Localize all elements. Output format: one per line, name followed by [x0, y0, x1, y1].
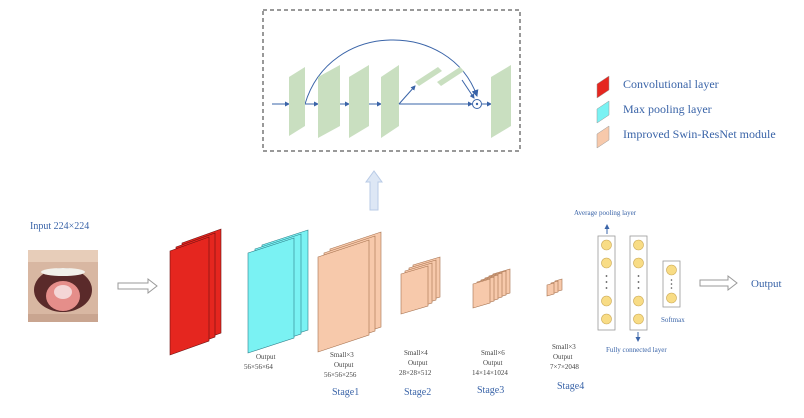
- stage3-output-dims: 14×14×1024: [472, 369, 508, 377]
- module-layer-1: [289, 67, 305, 136]
- legend-swatch-swin: [596, 125, 610, 149]
- output-label: Output: [751, 278, 782, 290]
- module-branch-layer-1: [415, 67, 442, 86]
- input-label: Input 224×224: [30, 221, 89, 232]
- stage4-output-title: Output: [553, 353, 573, 361]
- stage2-output-dims: 28×28×512: [399, 369, 432, 377]
- legend-label-maxpool: Max pooling layer: [623, 102, 712, 116]
- stage2-block: [400, 256, 441, 315]
- legend: Convolutional layer Max pooling layer Im…: [596, 75, 776, 149]
- softmax-label: Softmax: [661, 316, 685, 324]
- conv-layer: [169, 228, 222, 356]
- legend-label-conv: Convolutional layer: [623, 77, 719, 91]
- stage1-output-title: Output: [334, 361, 354, 369]
- input-arrow: [117, 277, 158, 295]
- maxpool-output-title: Output: [256, 353, 276, 361]
- module-layer-3: [349, 65, 369, 138]
- stage2-block-count: Small×4: [404, 349, 428, 357]
- stage1-label: Stage1: [332, 387, 359, 398]
- stage4-label: Stage4: [557, 381, 584, 392]
- sum-node-dot: [475, 102, 479, 106]
- stage2-output-title: Output: [408, 359, 428, 367]
- stage1-block: [317, 231, 382, 353]
- module-branch-layer-2: [437, 67, 464, 86]
- stage1-block-count: Small×3: [330, 351, 354, 359]
- module-output-layer: [491, 65, 511, 138]
- module-layer-2: [318, 65, 340, 138]
- residual-module-detail: [262, 9, 521, 152]
- stage1-output-dims: 56×56×256: [324, 371, 357, 379]
- output-arrow: [699, 274, 738, 292]
- avg-pool-label: Average pooling layer: [574, 209, 637, 217]
- expand-module-arrow: [365, 170, 383, 211]
- stage3-block-count: Small×6: [481, 349, 505, 357]
- stage4-block-count: Small×3: [552, 343, 576, 351]
- module-branch-arrow: [461, 79, 475, 99]
- module-layer-4: [381, 65, 399, 138]
- maxpool-output-dims: 56×56×64: [244, 363, 273, 371]
- fc-label: Fully connected layer: [606, 346, 667, 354]
- avg-pool-column: [597, 235, 616, 331]
- module-branch-arrow: [398, 85, 416, 105]
- stage4-block: [546, 278, 563, 297]
- stage3-label: Stage3: [477, 385, 504, 396]
- maxpool-layer: [247, 229, 309, 354]
- softmax-column: [662, 260, 681, 308]
- stage2-label: Stage2: [404, 387, 431, 398]
- module-dashed-frame: [262, 9, 521, 152]
- stage4-output-dims: 7×7×2048: [550, 363, 579, 371]
- legend-swatch-maxpool: [596, 100, 610, 124]
- tongue-photo: [28, 250, 98, 322]
- stage3-block: [472, 268, 511, 309]
- stage3-output-title: Output: [483, 359, 503, 367]
- fc-column: [629, 235, 648, 331]
- legend-swatch-conv: [596, 75, 610, 99]
- legend-label-swin: Improved Swin-ResNet module: [623, 127, 776, 141]
